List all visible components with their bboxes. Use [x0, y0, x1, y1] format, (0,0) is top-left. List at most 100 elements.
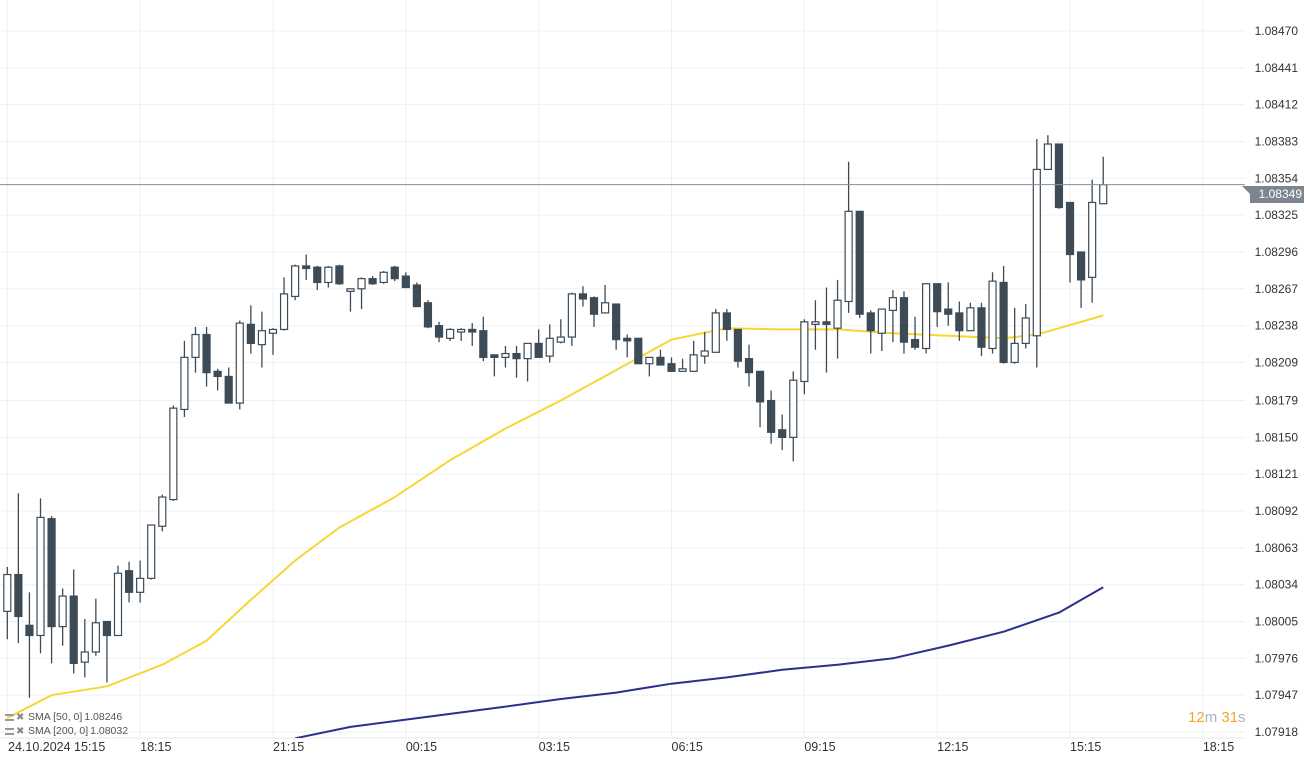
candle-bearish[interactable]: [313, 265, 322, 291]
candle-bullish[interactable]: [800, 319, 809, 395]
candle-bullish[interactable]: [279, 277, 289, 331]
candle-bullish[interactable]: [457, 328, 466, 341]
candle-bullish[interactable]: [91, 598, 100, 656]
candle-bullish[interactable]: [80, 618, 89, 678]
candle-bullish[interactable]: [169, 405, 178, 501]
candle-bullish[interactable]: [235, 320, 244, 410]
close-icon[interactable]: ✖: [16, 725, 25, 737]
candle-bearish[interactable]: [213, 368, 222, 391]
candle-bullish[interactable]: [567, 292, 576, 346]
candle-bullish[interactable]: [600, 284, 610, 314]
candle-bullish[interactable]: [1010, 307, 1019, 364]
candle-bearish[interactable]: [634, 337, 643, 365]
candle-bearish[interactable]: [47, 516, 56, 664]
candle-bullish[interactable]: [1032, 138, 1041, 368]
candle-bearish[interactable]: [910, 316, 920, 350]
candle-bearish[interactable]: [534, 329, 543, 358]
candle-bearish[interactable]: [778, 414, 787, 451]
candle-bullish[interactable]: [966, 302, 975, 332]
candle-bullish[interactable]: [1088, 179, 1097, 303]
candle-bullish[interactable]: [789, 371, 798, 462]
candle-bearish[interactable]: [302, 254, 311, 280]
candle-bearish[interactable]: [1065, 201, 1075, 283]
candle-bullish[interactable]: [1021, 304, 1030, 349]
candle-bullish[interactable]: [689, 340, 698, 372]
candle-bearish[interactable]: [955, 301, 964, 341]
candle-bullish[interactable]: [346, 288, 355, 312]
candle-bearish[interactable]: [224, 367, 233, 404]
candle-bearish[interactable]: [14, 493, 23, 644]
candle-bullish[interactable]: [833, 279, 842, 359]
candle-bearish[interactable]: [755, 370, 765, 428]
candle-bullish[interactable]: [180, 340, 189, 418]
candle-bearish[interactable]: [335, 264, 344, 285]
candle-bullish[interactable]: [257, 311, 267, 368]
candle-bullish[interactable]: [1099, 156, 1108, 205]
candle-bullish[interactable]: [324, 265, 333, 288]
candle-bearish[interactable]: [124, 561, 134, 603]
menu-icon[interactable]: [5, 713, 14, 721]
candle-bearish[interactable]: [999, 265, 1008, 364]
candle-bullish[interactable]: [711, 309, 720, 353]
candle-bullish[interactable]: [3, 566, 12, 640]
candle-bullish[interactable]: [379, 271, 388, 284]
candle-bearish[interactable]: [25, 592, 34, 698]
candle-bullish[interactable]: [158, 494, 167, 532]
candle-bearish[interactable]: [866, 310, 875, 354]
candle-bullish[interactable]: [545, 324, 554, 363]
candle-bearish[interactable]: [578, 286, 588, 307]
candle-bearish[interactable]: [977, 302, 986, 357]
candle-bullish[interactable]: [191, 326, 200, 373]
candle-bearish[interactable]: [855, 210, 864, 319]
candle-bullish[interactable]: [523, 342, 532, 382]
candle-bullish[interactable]: [700, 331, 709, 364]
candle-bearish[interactable]: [944, 282, 953, 326]
candle-bearish[interactable]: [744, 344, 754, 387]
candle-bullish[interactable]: [922, 283, 931, 354]
candle-bearish[interactable]: [434, 321, 444, 343]
candle-bullish[interactable]: [446, 328, 455, 341]
candle-bearish[interactable]: [623, 334, 632, 358]
candle-bullish[interactable]: [291, 264, 300, 301]
candle-bullish[interactable]: [844, 161, 853, 313]
candle-bearish[interactable]: [246, 305, 255, 354]
candle-bearish[interactable]: [1076, 251, 1086, 308]
candle-bearish[interactable]: [667, 357, 676, 372]
candle-bearish[interactable]: [1054, 143, 1064, 209]
close-icon[interactable]: ✖: [16, 711, 25, 723]
candle-bullish[interactable]: [1043, 135, 1052, 171]
candle-bearish[interactable]: [202, 326, 211, 387]
candle-bullish[interactable]: [357, 277, 366, 310]
candle-bullish[interactable]: [501, 345, 510, 368]
candle-bearish[interactable]: [479, 316, 488, 362]
candle-bearish[interactable]: [589, 296, 599, 327]
candle-bullish[interactable]: [147, 524, 156, 580]
candle-bearish[interactable]: [933, 283, 942, 327]
candle-bearish[interactable]: [468, 323, 477, 346]
menu-icon[interactable]: [5, 727, 14, 735]
candle-bullish[interactable]: [136, 560, 145, 603]
candle-bearish[interactable]: [102, 620, 112, 683]
candle-bearish[interactable]: [69, 569, 78, 674]
candle-bullish[interactable]: [268, 328, 278, 355]
candle-bullish[interactable]: [877, 308, 886, 352]
candle-bullish[interactable]: [113, 565, 123, 637]
candle-bearish[interactable]: [368, 276, 377, 285]
candle-bullish[interactable]: [36, 498, 45, 654]
candle-bullish[interactable]: [556, 319, 565, 344]
candle-bearish[interactable]: [390, 265, 399, 282]
candle-bearish[interactable]: [656, 349, 665, 366]
candle-bullish[interactable]: [645, 356, 654, 377]
candle-bullish[interactable]: [988, 272, 997, 354]
candle-bearish[interactable]: [733, 328, 743, 368]
candle-bearish[interactable]: [412, 282, 421, 308]
candle-bearish[interactable]: [722, 309, 731, 341]
candle-bearish[interactable]: [822, 287, 831, 373]
candle-bearish[interactable]: [899, 291, 909, 354]
candle-bullish[interactable]: [58, 588, 67, 646]
candle-bearish[interactable]: [512, 345, 521, 378]
candle-bullish[interactable]: [811, 300, 820, 350]
candle-bullish[interactable]: [678, 358, 687, 372]
candle-bullish[interactable]: [888, 290, 898, 343]
